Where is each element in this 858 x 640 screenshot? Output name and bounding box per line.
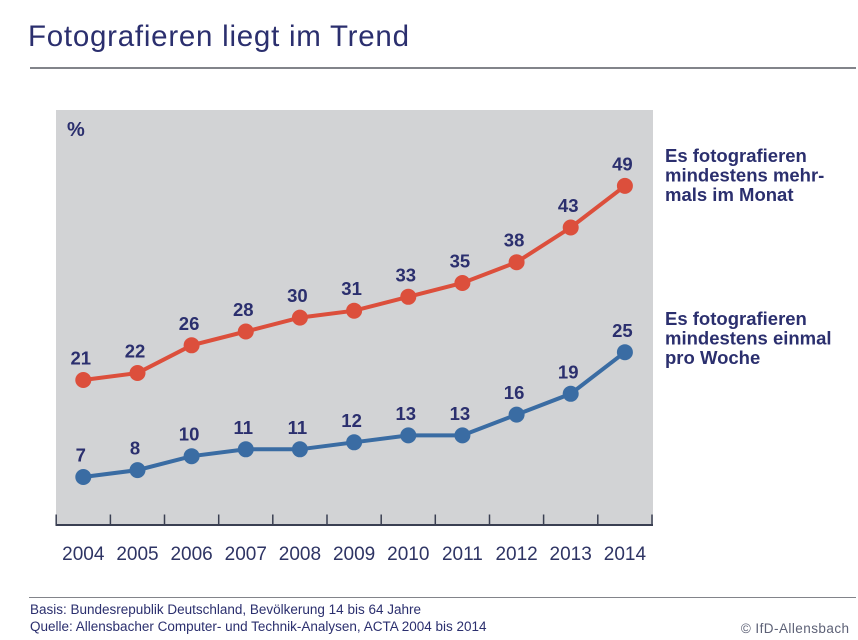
svg-text:2012: 2012 xyxy=(495,544,537,565)
svg-text:Es fotografieren: Es fotografieren xyxy=(665,145,807,166)
svg-text:11: 11 xyxy=(288,417,308,438)
svg-text:49: 49 xyxy=(612,153,633,174)
svg-text:16: 16 xyxy=(504,382,525,403)
svg-text:2014: 2014 xyxy=(604,544,647,565)
svg-text:13: 13 xyxy=(396,403,417,424)
svg-text:31: 31 xyxy=(341,278,362,299)
svg-text:mindestens mehr-: mindestens mehr- xyxy=(665,164,824,185)
svg-text:21: 21 xyxy=(71,348,92,369)
svg-text:2011: 2011 xyxy=(442,544,483,565)
svg-text:2009: 2009 xyxy=(333,544,375,565)
svg-text:38: 38 xyxy=(504,230,525,251)
svg-text:25: 25 xyxy=(612,320,633,341)
svg-text:2013: 2013 xyxy=(550,544,592,565)
svg-text:30: 30 xyxy=(287,285,308,306)
svg-text:26: 26 xyxy=(179,313,200,334)
svg-text:10: 10 xyxy=(179,424,200,445)
svg-text:33: 33 xyxy=(396,264,417,285)
svg-text:19: 19 xyxy=(558,361,579,382)
svg-text:2004: 2004 xyxy=(62,544,105,565)
svg-text:mals im Monat: mals im Monat xyxy=(665,184,794,205)
svg-text:11: 11 xyxy=(234,417,254,438)
svg-text:13: 13 xyxy=(450,403,471,424)
svg-text:28: 28 xyxy=(233,299,254,320)
svg-text:22: 22 xyxy=(125,341,146,362)
svg-text:2006: 2006 xyxy=(170,544,212,565)
svg-text:2005: 2005 xyxy=(116,544,158,565)
svg-text:pro Woche: pro Woche xyxy=(665,347,760,368)
svg-text:7: 7 xyxy=(76,445,86,466)
svg-text:2007: 2007 xyxy=(225,544,267,565)
svg-text:12: 12 xyxy=(341,410,362,431)
svg-text:2008: 2008 xyxy=(279,544,321,565)
svg-text:2010: 2010 xyxy=(387,544,429,565)
svg-text:8: 8 xyxy=(130,438,140,459)
svg-text:Es fotografieren: Es fotografieren xyxy=(665,308,807,329)
svg-text:43: 43 xyxy=(558,195,579,216)
svg-text:35: 35 xyxy=(450,251,471,272)
svg-text:%: % xyxy=(67,119,85,141)
svg-text:mindestens einmal: mindestens einmal xyxy=(665,327,832,348)
